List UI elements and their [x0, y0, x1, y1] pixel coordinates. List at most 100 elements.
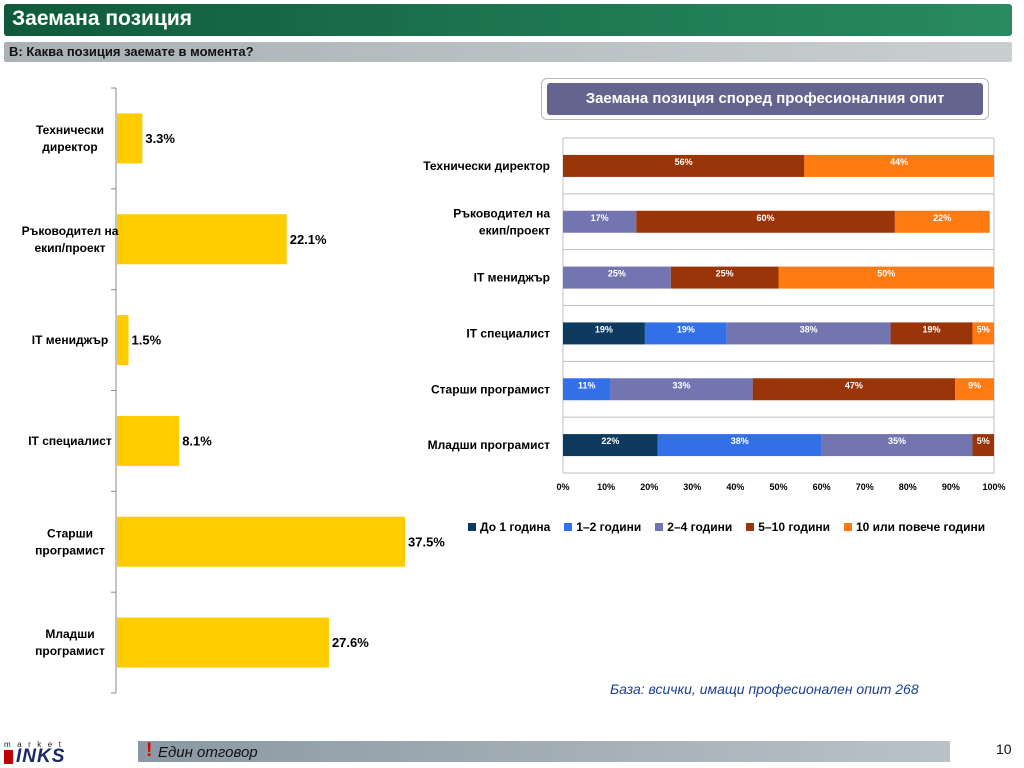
segment-value-label: 38% — [731, 436, 749, 446]
x-tick-label: 10% — [597, 482, 615, 492]
segment-value-label: 38% — [800, 324, 818, 334]
segment-value-label: 33% — [673, 380, 691, 390]
segment-value-label: 5% — [977, 324, 990, 334]
left-value-label: 27.6% — [332, 635, 369, 650]
legend-swatch — [746, 523, 755, 531]
stacked-segment — [726, 322, 891, 345]
segment-value-label: 35% — [888, 436, 906, 446]
segment-value-label: 25% — [716, 269, 734, 279]
page-title: Заемана позиция — [12, 7, 193, 30]
stacked-segment — [821, 434, 973, 457]
svg-text:Старши: Старши — [47, 526, 93, 540]
left-value-label: 37.5% — [408, 534, 445, 549]
stacked-segment — [563, 154, 805, 177]
left-bar — [117, 113, 143, 164]
svg-text:екип/проект: екип/проект — [479, 223, 550, 237]
svg-text:Ръководител на: Ръководител на — [453, 206, 550, 220]
question-bar: В: Каква позиция заемате в момента? — [4, 42, 1012, 62]
svg-text:IT специалист: IT специалист — [28, 434, 112, 448]
right-category-label: IT мениджър — [474, 271, 550, 285]
svg-text:Технически: Технически — [36, 123, 104, 137]
x-tick-label: 60% — [813, 482, 831, 492]
title-bar: Заемана позиция — [4, 4, 1012, 36]
left-value-label: 3.3% — [145, 131, 175, 146]
x-tick-label: 40% — [726, 482, 744, 492]
segment-value-label: 50% — [877, 269, 895, 279]
segment-value-label: 25% — [608, 269, 626, 279]
left-bar — [117, 415, 180, 466]
right-category-label: Старши програмист — [431, 382, 550, 396]
svg-text:IT специалист: IT специалист — [466, 326, 550, 340]
left-category-label: Ръководител на екип/проект — [22, 224, 119, 255]
stacked-segment — [804, 154, 994, 177]
x-tick-label: 30% — [683, 482, 701, 492]
svg-text:директор: директор — [42, 140, 97, 154]
question-text: В: Каква позиция заемате в момента? — [9, 44, 254, 59]
x-tick-label: 80% — [899, 482, 917, 492]
x-tick-label: 20% — [640, 482, 658, 492]
left-value-label: 1.5% — [132, 333, 162, 348]
segment-value-label: 19% — [922, 324, 940, 334]
legend-swatch — [843, 523, 852, 531]
exclamation-icon: ! — [146, 740, 153, 761]
stacked-segment — [610, 378, 753, 401]
legend-swatch — [564, 523, 573, 531]
stacked-segment — [972, 434, 994, 457]
svg-text:IT мениджър: IT мениджър — [474, 271, 550, 285]
x-tick-label: 70% — [856, 482, 874, 492]
legend-label: 10 или повече години — [855, 520, 986, 534]
stacked-segment — [563, 210, 637, 233]
segment-value-label: 11% — [578, 380, 596, 390]
segment-value-label: 60% — [757, 213, 775, 223]
base-note: База: всички, имащи професионален опит 2… — [610, 681, 919, 697]
left-category-label: Старши програмист — [35, 526, 105, 557]
stacked-segment — [894, 210, 990, 233]
left-category-label: Технически директор — [36, 123, 104, 154]
left-category-label: Младши програмист — [35, 627, 105, 658]
stacked-segment — [636, 210, 895, 233]
chart-legend: До 1 година 1–2 години 2–4 години 5–10 годи… — [468, 518, 1008, 536]
right-category-label: Технически директор — [423, 159, 550, 173]
x-tick-label: 100% — [982, 482, 1005, 492]
segment-value-label: 5% — [977, 436, 990, 446]
stacked-segment — [670, 266, 779, 289]
stacked-segment — [890, 322, 973, 345]
chart-title-box: Заемана позиция според професионалния оп… — [541, 78, 989, 120]
left-bar — [117, 617, 329, 668]
left-bar — [117, 214, 287, 265]
legend-item: 5–10 години — [746, 520, 830, 534]
stacked-segment — [563, 378, 611, 401]
stacked-segment — [563, 434, 658, 457]
x-tick-label: 0% — [556, 482, 569, 492]
stacked-segment — [972, 322, 994, 345]
svg-text:Ръководител на: Ръководител на — [22, 224, 119, 238]
left-bar — [117, 516, 405, 567]
x-tick-label: 90% — [942, 482, 960, 492]
stacked-segment — [563, 266, 671, 289]
segment-value-label: 9% — [968, 380, 981, 390]
segment-value-label: 19% — [677, 324, 695, 334]
left-category-label: IT специалист — [28, 434, 112, 448]
chart-title: Заемана позиция според професионалния оп… — [547, 83, 983, 115]
segment-value-label: 47% — [845, 380, 863, 390]
legend-item: 10 или повече години — [843, 520, 986, 534]
stacked-segment — [955, 378, 994, 401]
stacked-segment — [752, 378, 956, 401]
svg-text:Младши: Младши — [45, 627, 94, 641]
stacked-segment — [563, 322, 645, 345]
left-category-label: IT мениджър — [32, 333, 108, 347]
company-logo: market INKS — [4, 740, 84, 767]
logo-mark-icon — [4, 750, 13, 764]
svg-text:програмист: програмист — [35, 543, 105, 557]
x-tick-label: 50% — [769, 482, 787, 492]
legend-label: 2–4 години — [667, 520, 733, 534]
stacked-segment — [644, 322, 727, 345]
legend-label: 5–10 години — [758, 520, 830, 534]
left-bar — [117, 315, 129, 366]
legend-swatch — [655, 523, 664, 531]
right-category-label: Ръководител на екип/проект — [453, 206, 550, 237]
right-category-label: IT специалист — [466, 326, 550, 340]
right-category-label: Младши програмист — [428, 438, 550, 452]
